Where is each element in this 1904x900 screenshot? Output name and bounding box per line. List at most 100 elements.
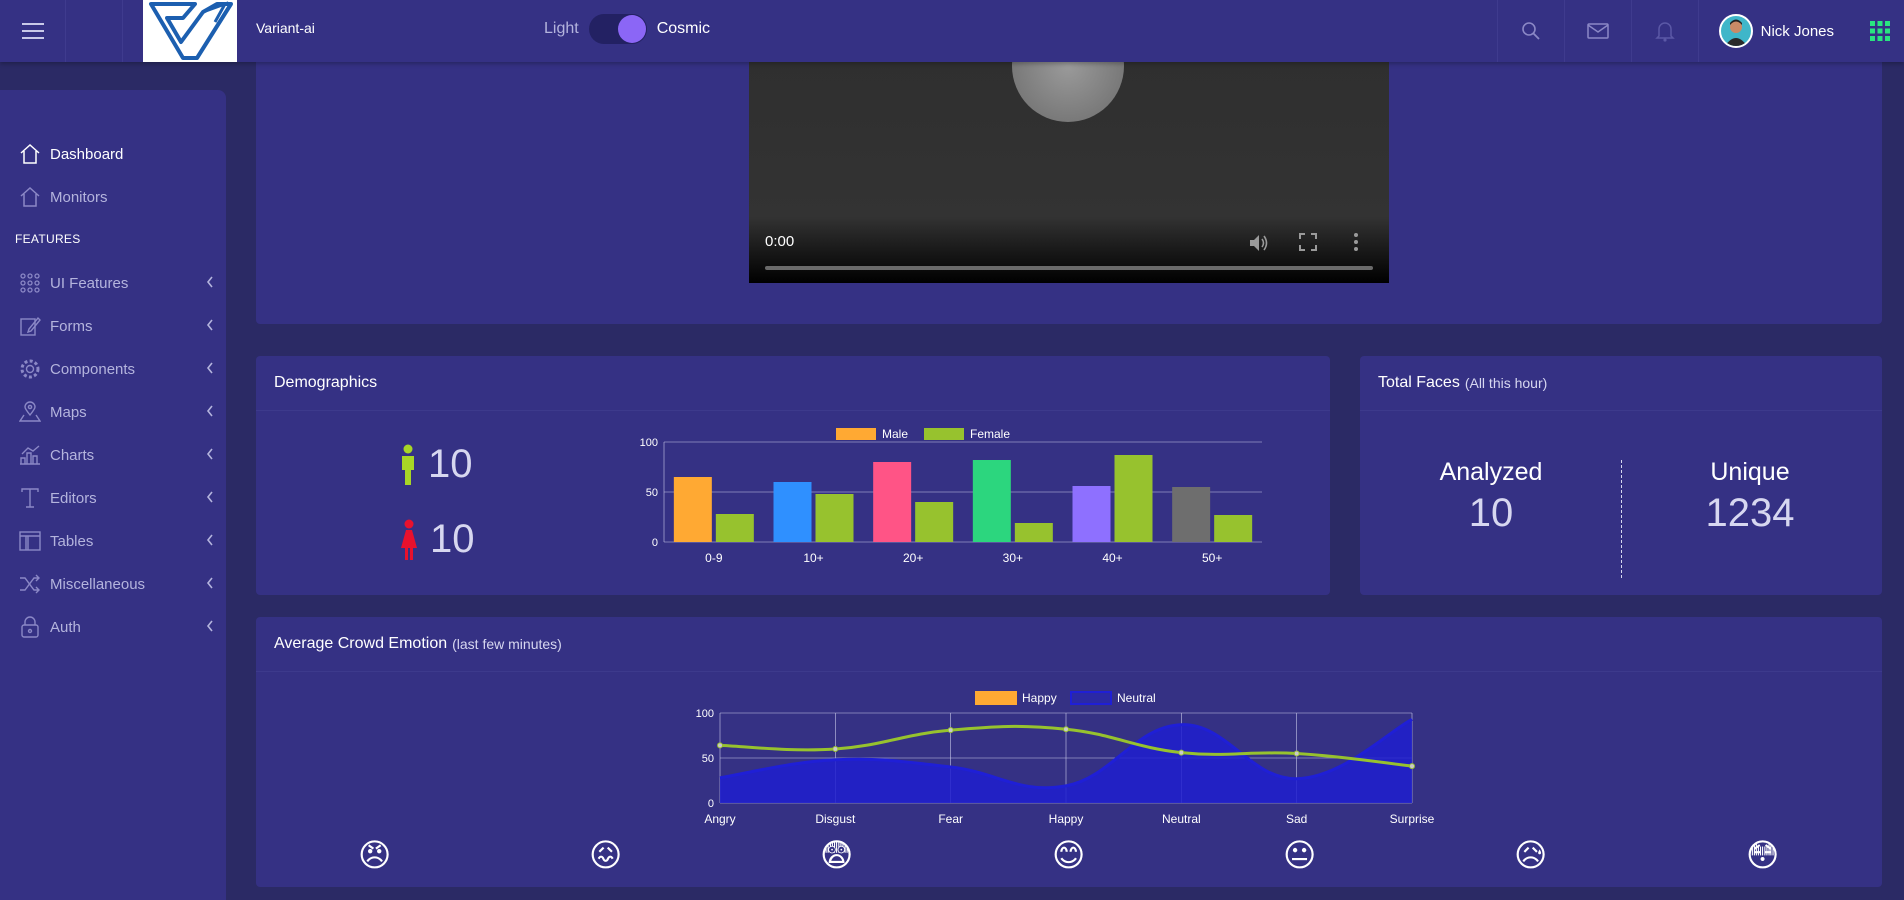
sidebar-item-label: Miscellaneous <box>50 575 146 593</box>
bar-male <box>972 460 1011 542</box>
line-neutral <box>719 717 1413 790</box>
point-happy <box>1409 763 1415 770</box>
sidebar-item-forms[interactable]: Forms <box>0 308 226 344</box>
sidebar-item-charts[interactable]: Charts <box>0 437 226 473</box>
sidebar-item-label: Monitors <box>50 188 108 206</box>
female-icon <box>401 519 417 560</box>
sidebar-item-auth[interactable]: Auth <box>0 609 226 645</box>
demographics-bar-chart: Male Female 0 50 100 0-9 10+ 20+ 30+ 40+ 50+ <box>640 427 1262 565</box>
user-name: Nick Jones <box>1760 22 1834 40</box>
video-frame-shape <box>1012 62 1124 122</box>
x-tick-label: 10+ <box>803 551 823 565</box>
logo-mark <box>149 1 233 60</box>
legend-label: Female <box>970 427 1010 441</box>
legend-swatch <box>924 428 964 440</box>
y-tick-label: 50 <box>646 487 658 499</box>
y-tick-label: 0 <box>708 798 714 810</box>
x-tick-label: Angry <box>704 812 735 826</box>
apps-button[interactable] <box>1856 0 1904 62</box>
menu-toggle-button[interactable] <box>0 0 66 62</box>
header-actions: Nick Jones <box>1496 0 1904 62</box>
home-icon <box>18 185 42 209</box>
legend-swatch <box>836 428 876 440</box>
male-count-row: 10 <box>400 442 473 487</box>
theme-toggle[interactable]: Light Cosmic <box>544 14 710 44</box>
sidebar-item-label: Auth <box>50 618 81 636</box>
video-progress-bar[interactable] <box>765 266 1373 270</box>
bar-female <box>1114 455 1153 542</box>
theme-switch-knob <box>617 15 646 43</box>
sidebar-item-label: Editors <box>50 489 97 507</box>
sidebar-item-miscellaneous[interactable]: Miscellaneous <box>0 566 226 602</box>
y-tick-label: 0 <box>652 537 658 549</box>
neutral-emoji-icon: 😐 <box>1283 837 1317 873</box>
point-happy <box>947 727 954 734</box>
bar-male <box>873 462 912 542</box>
bar-female <box>715 514 754 542</box>
volume-icon[interactable] <box>1248 232 1270 254</box>
chevron-left-icon <box>206 319 213 331</box>
chart-legend: Happy Neutral <box>975 691 1156 705</box>
theme-cosmic-label: Cosmic <box>656 20 711 37</box>
sidebar-item-components[interactable]: Components <box>0 351 226 387</box>
bar-male <box>1172 487 1211 542</box>
sidebar-item-dashboard[interactable]: Dashboard <box>0 136 226 172</box>
analyzed-stat: Analyzed 10 <box>1371 458 1611 536</box>
point-happy <box>1293 750 1300 757</box>
crowd-emotion-card: Average Crowd Emotion (last few minutes)… <box>256 617 1882 887</box>
fullscreen-icon[interactable] <box>1298 232 1318 252</box>
x-tick-label: 20+ <box>903 551 923 565</box>
lock-icon <box>18 615 42 639</box>
theme-switch[interactable] <box>588 14 647 44</box>
happy-emoji-icon: 😊 <box>1052 837 1086 873</box>
demographics-card: Demographics 10 10 Male Female 0 50 100 0-9 10… <box>256 356 1330 595</box>
disgust-emoji-icon: 😖 <box>589 837 623 873</box>
crowd-emotion-header: Average Crowd Emotion (last few minutes) <box>256 617 1882 672</box>
angry-emoji-icon: 😠 <box>358 837 392 873</box>
card-subtitle: (last few minutes) <box>452 636 562 652</box>
logo[interactable] <box>143 0 237 62</box>
sidebar-section-label: FEATURES <box>15 232 81 246</box>
chevron-left-icon <box>206 491 213 503</box>
mail-button[interactable] <box>1563 0 1631 62</box>
notifications-button[interactable] <box>1630 0 1698 62</box>
card-subtitle: (All this hour) <box>1464 375 1548 391</box>
video-player[interactable]: 0:00 <box>749 62 1389 283</box>
mail-icon <box>1586 23 1609 39</box>
chart-legend: Male Female <box>836 427 1010 441</box>
video-time: 0:00 <box>765 233 795 250</box>
more-options-icon[interactable] <box>1353 232 1359 252</box>
sidebar-item-label: Forms <box>50 317 93 335</box>
avatar-image <box>1724 19 1747 46</box>
sad-emoji-icon: 😥 <box>1514 837 1548 873</box>
stat-divider <box>1621 460 1622 578</box>
sidebar-item-maps[interactable]: Maps <box>0 394 226 430</box>
search-button[interactable] <box>1496 0 1564 62</box>
x-tick-label: Happy <box>1049 812 1084 826</box>
emotion-area-chart: Happy Neutral 0 50 100 Angry Disgust Fear Happy N… <box>696 691 1435 826</box>
edit-icon <box>18 314 42 338</box>
x-tick-label: 40+ <box>1102 551 1122 565</box>
female-count-row: 10 <box>400 517 475 562</box>
legend-label: Male <box>882 427 908 441</box>
header-divider <box>122 0 123 62</box>
bar-male <box>1072 486 1111 542</box>
sidebar: Dashboard Monitors FEATURES UI Features … <box>0 90 226 900</box>
male-icon <box>402 444 414 485</box>
sidebar-item-label: Components <box>50 360 136 378</box>
surprise-emoji-icon: 😳 <box>1746 837 1780 873</box>
sidebar-item-editors[interactable]: Editors <box>0 480 226 516</box>
sidebar-item-ui-features[interactable]: UI Features <box>0 265 226 301</box>
user-menu[interactable]: Nick Jones <box>1697 0 1856 62</box>
sidebar-item-label: Tables <box>50 532 94 550</box>
x-tick-label: Fear <box>938 812 963 826</box>
sidebar-item-monitors[interactable]: Monitors <box>0 179 226 215</box>
bell-icon <box>1654 22 1675 42</box>
bar-chart-icon <box>18 443 42 467</box>
sidebar-item-tables[interactable]: Tables <box>0 523 226 559</box>
point-happy <box>717 742 723 749</box>
male-count: 10 <box>428 442 473 486</box>
chevron-left-icon <box>206 534 213 546</box>
analyzed-label: Analyzed <box>1439 458 1543 486</box>
unique-stat: Unique 1234 <box>1630 458 1870 536</box>
